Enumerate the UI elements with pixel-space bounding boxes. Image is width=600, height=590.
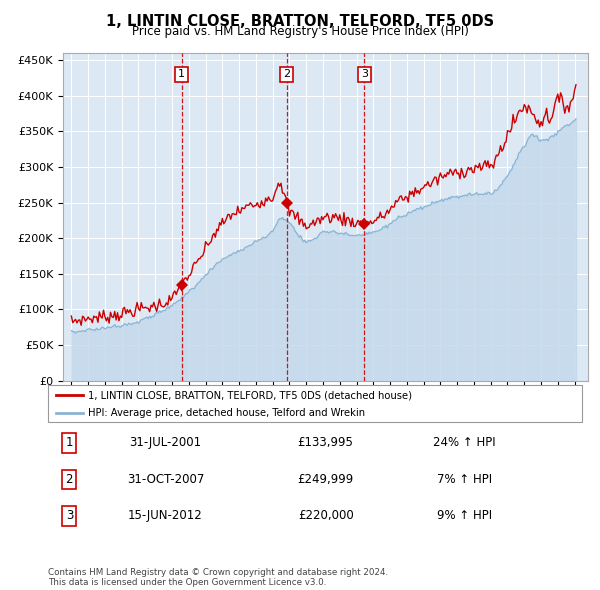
- Text: 24% ↑ HPI: 24% ↑ HPI: [433, 437, 496, 450]
- Text: 1: 1: [65, 437, 73, 450]
- Text: 15-JUN-2012: 15-JUN-2012: [128, 509, 203, 522]
- Text: 3: 3: [361, 70, 368, 80]
- Text: HPI: Average price, detached house, Telford and Wrekin: HPI: Average price, detached house, Telf…: [88, 408, 365, 418]
- Text: 1, LINTIN CLOSE, BRATTON, TELFORD, TF5 0DS: 1, LINTIN CLOSE, BRATTON, TELFORD, TF5 0…: [106, 14, 494, 28]
- Text: 2: 2: [65, 473, 73, 486]
- Text: 9% ↑ HPI: 9% ↑ HPI: [437, 509, 492, 522]
- Text: 31-OCT-2007: 31-OCT-2007: [127, 473, 204, 486]
- Text: Contains HM Land Registry data © Crown copyright and database right 2024.
This d: Contains HM Land Registry data © Crown c…: [48, 568, 388, 587]
- Text: 1, LINTIN CLOSE, BRATTON, TELFORD, TF5 0DS (detached house): 1, LINTIN CLOSE, BRATTON, TELFORD, TF5 0…: [88, 390, 412, 400]
- Text: £133,995: £133,995: [298, 437, 353, 450]
- Text: 31-JUL-2001: 31-JUL-2001: [130, 437, 202, 450]
- Text: Price paid vs. HM Land Registry's House Price Index (HPI): Price paid vs. HM Land Registry's House …: [131, 25, 469, 38]
- Text: 3: 3: [65, 509, 73, 522]
- Text: 2: 2: [283, 70, 290, 80]
- Text: £220,000: £220,000: [298, 509, 353, 522]
- Text: £249,999: £249,999: [298, 473, 354, 486]
- FancyBboxPatch shape: [48, 385, 582, 422]
- Text: 1: 1: [178, 70, 185, 80]
- Text: 7% ↑ HPI: 7% ↑ HPI: [437, 473, 492, 486]
